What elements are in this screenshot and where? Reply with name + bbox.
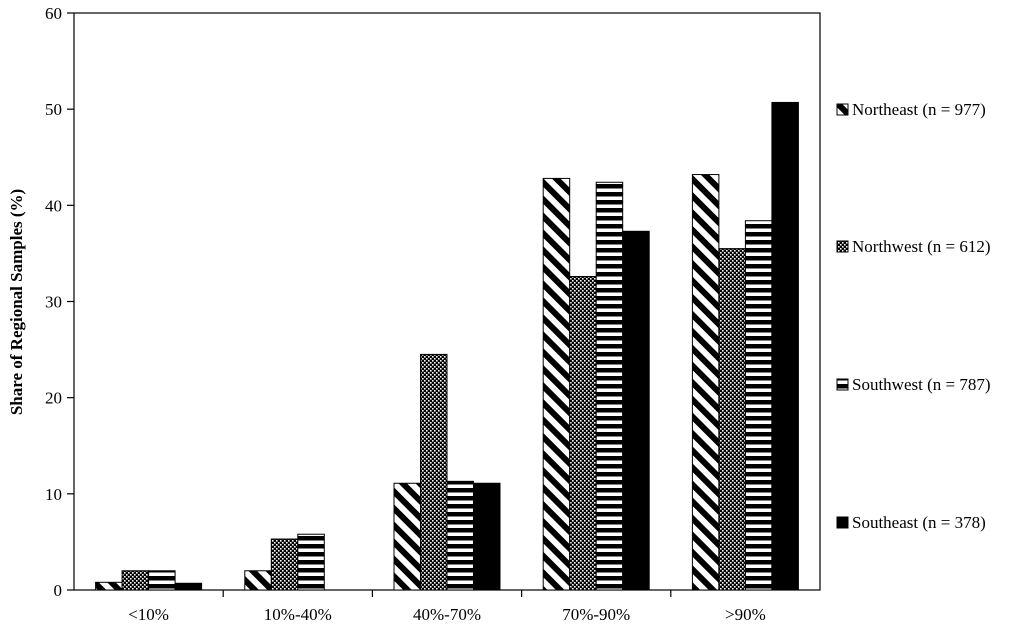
bar — [420, 353, 448, 591]
y-axis-label: Share of Regional Samples (%) — [7, 189, 26, 415]
bar — [542, 177, 571, 591]
x-tick-label: >90% — [725, 605, 766, 624]
bar — [121, 570, 150, 591]
bar — [771, 101, 799, 591]
bar — [393, 482, 421, 591]
legend-swatch — [836, 378, 849, 391]
bar — [718, 248, 746, 591]
bar — [148, 570, 176, 591]
legend-label: Northwest (n = 612) — [852, 237, 990, 256]
bar — [569, 275, 597, 591]
bar — [473, 482, 501, 591]
bars — [95, 101, 799, 591]
y-tick-label: 60 — [45, 4, 62, 23]
bar — [174, 582, 203, 591]
y-tick-label: 20 — [45, 389, 62, 408]
legend-label: Northeast (n = 977) — [852, 100, 986, 119]
y-tick-label: 10 — [45, 485, 62, 504]
legend: Northeast (n = 977) Northwest (n = 612) So… — [836, 100, 991, 532]
bar — [95, 581, 123, 591]
bar — [270, 538, 299, 591]
legend-swatch — [836, 103, 849, 116]
bar — [744, 220, 773, 591]
legend-label: Southeast (n = 378) — [852, 513, 986, 532]
bar — [622, 230, 650, 591]
x-tick-label: <10% — [128, 605, 169, 624]
legend-swatch — [836, 240, 849, 253]
bar — [297, 533, 325, 591]
x-tick-label: 10%-40% — [264, 605, 332, 624]
bar — [595, 181, 624, 591]
tick-labels: 0 10 20 30 40 50 60 <10% 10%-40% 40%-70% 70%-90% >9… — [45, 4, 766, 624]
y-tick-label: 30 — [45, 293, 62, 312]
y-tick-label: 0 — [54, 581, 63, 600]
legend-label: Southwest (n = 787) — [852, 375, 991, 394]
x-tick-label: 40%-70% — [413, 605, 481, 624]
bar — [446, 480, 474, 591]
bar — [691, 174, 720, 591]
y-tick-label: 50 — [45, 100, 62, 119]
y-tick-label: 40 — [45, 196, 62, 215]
x-tick-label: 70%-90% — [562, 605, 630, 624]
legend-swatch — [836, 516, 849, 529]
bar — [244, 570, 272, 591]
